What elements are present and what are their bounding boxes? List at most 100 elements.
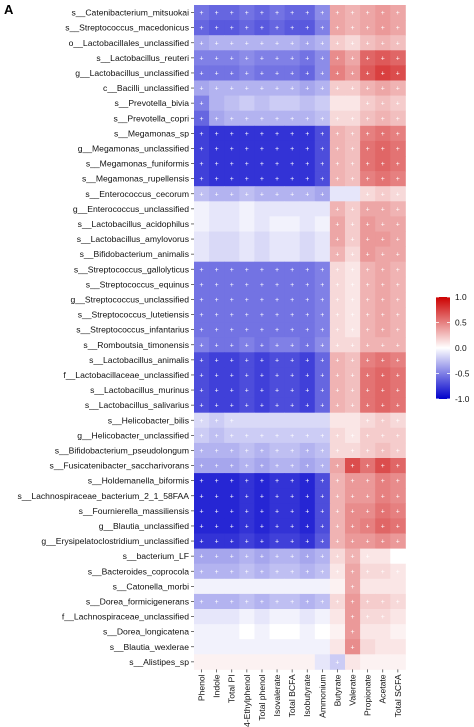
heatmap-cell <box>360 216 376 232</box>
heatmap-cell <box>284 186 301 202</box>
significance-marker: + <box>335 554 339 561</box>
significance-marker: + <box>260 55 264 62</box>
heatmap-cell <box>269 276 285 293</box>
significance-marker: + <box>396 433 400 440</box>
significance-marker: + <box>305 131 309 138</box>
significance-marker: + <box>381 55 385 62</box>
heatmap-cell <box>269 80 285 96</box>
heatmap-cell <box>269 186 285 202</box>
heatmap-cell <box>269 624 285 640</box>
heatmap-cell <box>239 231 255 247</box>
heatmap-cell <box>269 291 285 308</box>
heatmap-cell <box>360 35 376 51</box>
heatmap-cell <box>254 563 270 580</box>
significance-marker: + <box>245 297 249 304</box>
heatmap-cell <box>299 5 316 21</box>
significance-marker: + <box>260 191 264 198</box>
significance-marker: + <box>366 372 370 379</box>
significance-marker: + <box>230 569 234 576</box>
significance-marker: + <box>200 101 204 108</box>
heatmap-cell <box>375 518 391 534</box>
significance-marker: + <box>366 206 370 213</box>
heatmap-cell <box>269 261 285 278</box>
significance-marker: + <box>260 131 264 138</box>
heatmap-cell <box>329 35 346 51</box>
significance-marker: + <box>351 161 355 168</box>
significance-marker: + <box>230 357 234 364</box>
heatmap-cell <box>314 110 331 127</box>
heatmap-cell <box>194 201 210 217</box>
heatmap-cell <box>299 201 316 217</box>
significance-marker: + <box>260 433 264 440</box>
heatmap-cell <box>224 337 240 353</box>
significance-marker: + <box>351 433 355 440</box>
heatmap-cell <box>329 140 346 157</box>
heatmap-cell <box>299 95 316 112</box>
significance-marker: + <box>275 539 279 546</box>
significance-marker: + <box>351 282 355 289</box>
significance-marker: + <box>215 282 219 289</box>
heatmap-cell <box>329 563 346 580</box>
significance-marker: + <box>290 146 294 153</box>
significance-marker: + <box>200 342 204 349</box>
row-label: s__Blautia_wexlerae <box>110 642 190 652</box>
heatmap-cell <box>239 171 255 187</box>
heatmap-cell <box>345 216 361 232</box>
heatmap-cell <box>284 20 301 36</box>
significance-marker: + <box>381 176 385 183</box>
heatmap-cell <box>360 5 376 21</box>
significance-marker: + <box>230 146 234 153</box>
heatmap-cell <box>375 609 391 625</box>
heatmap-cell <box>375 427 391 444</box>
heatmap-cell <box>239 367 255 383</box>
heatmap-cell <box>284 473 301 489</box>
heatmap-cell <box>299 609 316 625</box>
significance-marker: + <box>305 25 309 32</box>
heatmap-cell <box>269 231 285 247</box>
heatmap-cell <box>345 593 361 610</box>
row-label: s__Megamonas_rupellensis <box>82 174 189 184</box>
heatmap-cell <box>239 322 255 338</box>
significance-marker: + <box>320 357 324 364</box>
significance-marker: + <box>260 478 264 485</box>
heatmap-cell <box>360 412 376 429</box>
significance-marker: + <box>381 206 385 213</box>
significance-marker: + <box>275 327 279 334</box>
significance-marker: + <box>351 10 355 17</box>
heatmap-cell <box>194 624 210 640</box>
heatmap-cell <box>209 140 225 157</box>
heatmap-cell <box>194 382 210 398</box>
heatmap-cell <box>239 35 255 51</box>
significance-marker: + <box>320 372 324 379</box>
heatmap-cell <box>194 140 210 157</box>
significance-marker: + <box>396 55 400 62</box>
significance-marker: + <box>381 25 385 32</box>
heatmap-cell <box>194 352 210 368</box>
heatmap-cell <box>360 201 376 217</box>
significance-marker: + <box>230 70 234 77</box>
significance-marker: + <box>320 282 324 289</box>
significance-marker: + <box>366 131 370 138</box>
heatmap-cell <box>329 261 346 278</box>
significance-marker: + <box>245 372 249 379</box>
significance-marker: + <box>305 403 309 410</box>
significance-marker: + <box>290 131 294 138</box>
heatmap-cell <box>284 65 301 81</box>
significance-marker: + <box>335 40 339 47</box>
column-label: Butyrate <box>332 674 342 706</box>
significance-marker: + <box>275 55 279 62</box>
significance-marker: + <box>200 539 204 546</box>
heatmap-cell <box>254 337 270 353</box>
significance-marker: + <box>381 10 385 17</box>
significance-marker: + <box>366 403 370 410</box>
heatmap-cell <box>390 322 406 338</box>
heatmap-cell <box>360 80 376 96</box>
heatmap-cell <box>209 412 225 429</box>
significance-marker: + <box>320 508 324 515</box>
significance-marker: + <box>381 569 385 576</box>
row-label: s__Streptococcus_lutetiensis <box>78 310 189 320</box>
heatmap-cell <box>390 261 406 278</box>
significance-marker: + <box>245 388 249 395</box>
heatmap-cell <box>329 458 346 474</box>
significance-marker: + <box>396 101 400 108</box>
